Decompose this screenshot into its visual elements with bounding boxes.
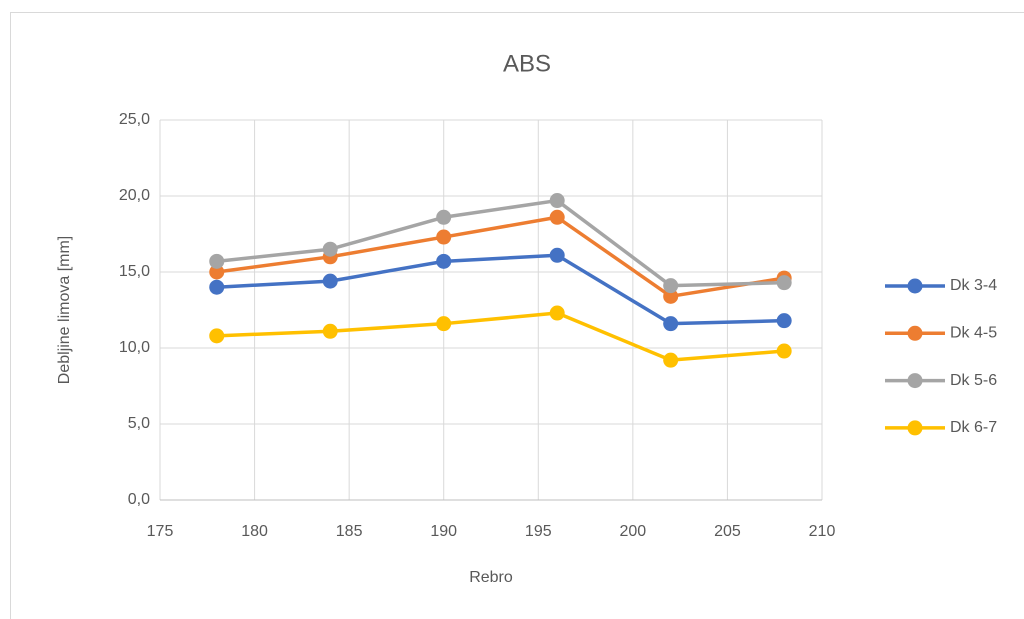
data-point [663, 288, 679, 304]
series-line [216, 253, 785, 326]
y-tick-label: 25,0 [119, 111, 150, 128]
data-point [436, 209, 452, 225]
legend-marker [907, 278, 923, 294]
x-tick-label: 185 [336, 523, 363, 540]
series-line [216, 311, 785, 362]
data-point [776, 313, 792, 329]
x-tick-label: 205 [714, 523, 741, 540]
data-point [776, 275, 792, 291]
legend-label: Dk 4-5 [950, 325, 997, 342]
legend-label: Dk 5-6 [950, 372, 997, 389]
legend-label: Dk 3-4 [950, 277, 997, 294]
data-point [776, 343, 792, 359]
data-point [322, 273, 338, 289]
data-point [549, 193, 565, 209]
series-line [216, 198, 785, 288]
y-tick-label: 0,0 [128, 491, 150, 508]
y-tick-label: 5,0 [128, 415, 150, 432]
data-point [436, 316, 452, 332]
data-point [549, 247, 565, 263]
data-point [322, 323, 338, 339]
legend-label: Dk 6-7 [950, 419, 997, 436]
data-point [209, 264, 225, 280]
x-tick-label: 175 [147, 523, 174, 540]
x-tick-label: 195 [525, 523, 552, 540]
data-point [436, 253, 452, 269]
series-line [216, 215, 785, 299]
data-point [209, 279, 225, 295]
y-tick-label: 20,0 [119, 187, 150, 204]
y-tick-label: 15,0 [119, 263, 150, 280]
y-tick-label: 10,0 [119, 339, 150, 356]
legend-marker [907, 420, 923, 436]
data-point [549, 305, 565, 321]
data-point [549, 209, 565, 225]
data-point [663, 278, 679, 294]
y-axis-label: Debljine limova [mm] [56, 236, 73, 384]
chart-title: ABS [503, 50, 551, 77]
data-point [436, 229, 452, 245]
legend-marker [907, 325, 923, 341]
data-point [209, 328, 225, 344]
data-point [322, 241, 338, 257]
legend-marker [907, 373, 923, 389]
data-point [663, 316, 679, 332]
x-tick-label: 180 [241, 523, 268, 540]
data-point [209, 253, 225, 269]
x-tick-label: 210 [809, 523, 836, 540]
x-tick-label: 190 [430, 523, 457, 540]
x-tick-label: 200 [620, 523, 647, 540]
x-axis-label: Rebro [469, 569, 513, 586]
data-point [663, 352, 679, 368]
